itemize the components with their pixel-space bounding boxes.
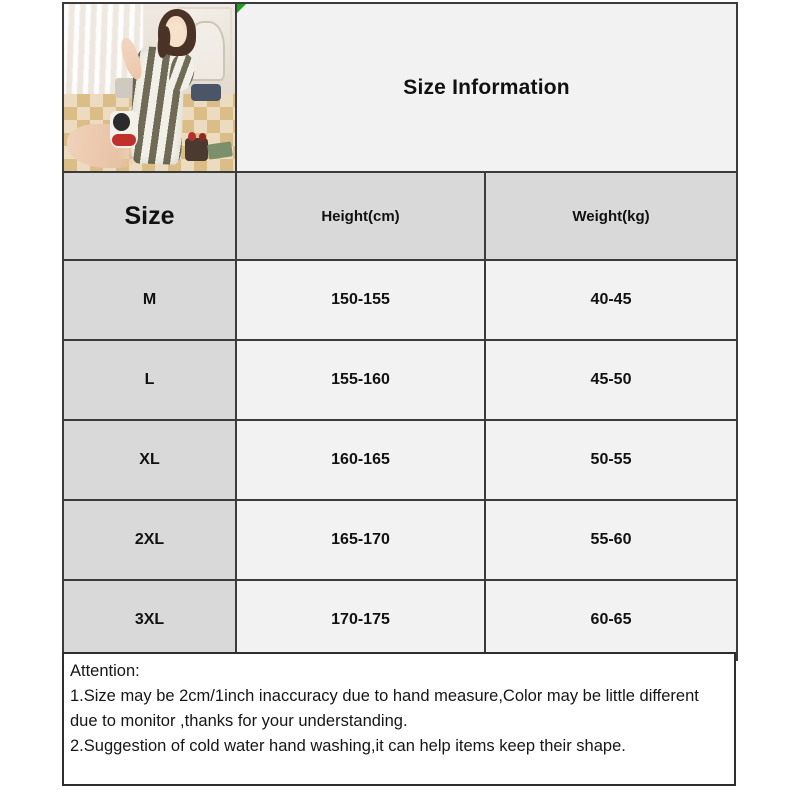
column-header-height: Height(cm): [235, 171, 486, 261]
attention-heading: Attention:: [70, 662, 140, 680]
attention-note-2: 2.Suggestion of cold water hand washing,…: [70, 737, 626, 755]
photo-plush-toy: [110, 110, 138, 148]
product-photo: [65, 5, 234, 170]
cell-size-l: L: [62, 339, 237, 421]
table-title-row: Size Information: [62, 2, 739, 173]
column-header-weight: Weight(kg): [483, 171, 739, 261]
cell-weight-3xl: 60-65: [483, 579, 739, 661]
cell-weight-2xl: 55-60: [483, 499, 739, 581]
product-photo-cell: [62, 2, 237, 173]
cell-height-m: 150-155: [235, 259, 486, 341]
table-row: 3XL 170-175 60-65: [62, 579, 739, 661]
cell-weight-m: 40-45: [483, 259, 739, 341]
cell-size-xl: XL: [62, 419, 237, 501]
size-information-table: Size Information Size Height(cm) Weight(…: [62, 2, 739, 661]
table-row: XL 160-165 50-55: [62, 419, 739, 501]
table-row: M 150-155 40-45: [62, 259, 739, 341]
photo-model-face: [167, 22, 186, 48]
cell-height-3xl: 170-175: [235, 579, 486, 661]
table-header-row: Size Height(cm) Weight(kg): [62, 171, 739, 261]
cell-height-2xl: 165-170: [235, 499, 486, 581]
cell-height-xl: 160-165: [235, 419, 486, 501]
photo-cushion: [190, 84, 222, 101]
cell-weight-l: 45-50: [483, 339, 739, 421]
attention-note-1: 1.Size may be 2cm/1inch inaccuracy due t…: [70, 687, 699, 730]
cell-weight-xl: 50-55: [483, 419, 739, 501]
cell-height-l: 155-160: [235, 339, 486, 421]
cell-size-m: M: [62, 259, 237, 341]
page-title: Size Information: [403, 75, 570, 99]
cell-size-2xl: 2XL: [62, 499, 237, 581]
photo-book: [206, 141, 233, 160]
photo-cake: [185, 132, 208, 161]
green-triangle-marker-icon: [237, 4, 246, 13]
table-row: L 155-160 45-50: [62, 339, 739, 421]
column-header-size: Size: [62, 171, 237, 261]
title-cell: Size Information: [234, 2, 739, 173]
cell-size-3xl: 3XL: [62, 579, 237, 661]
table-row: 2XL 165-170 55-60: [62, 499, 739, 581]
attention-box: Attention: 1.Size may be 2cm/1inch inacc…: [62, 652, 736, 786]
